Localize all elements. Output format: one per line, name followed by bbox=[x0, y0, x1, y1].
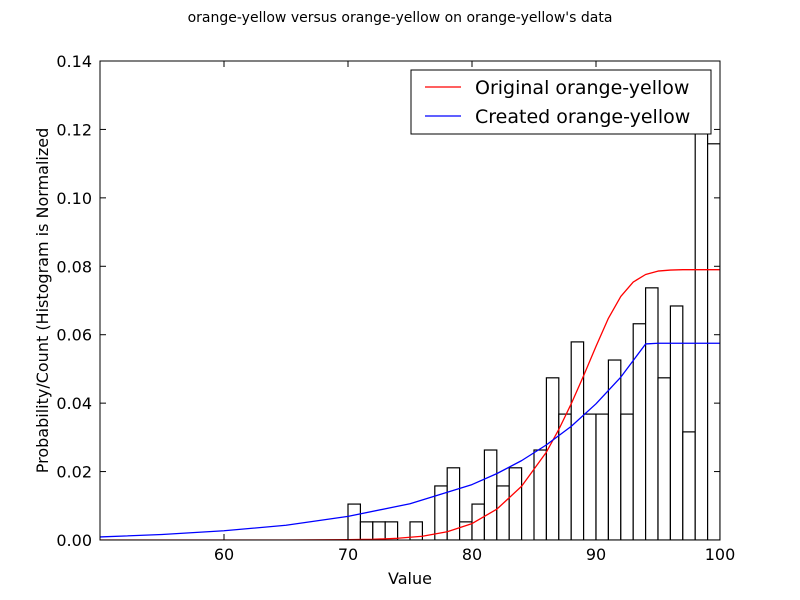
y-tick-label: 0.10 bbox=[56, 189, 92, 208]
legend-label-original: Original orange-yellow bbox=[475, 77, 689, 99]
y-axis-ticks: 0.00 0.02 0.04 0.06 0.08 0.10 0.12 0.14 bbox=[56, 52, 720, 550]
histogram-bar bbox=[607, 359, 622, 540]
histogram-bar bbox=[347, 503, 361, 540]
y-tick-label: 0.14 bbox=[56, 52, 92, 71]
histogram-bar bbox=[359, 521, 374, 540]
histogram-bar bbox=[694, 125, 709, 540]
histogram-bar bbox=[545, 377, 560, 540]
histogram-bar bbox=[570, 341, 585, 540]
y-tick-label: 0.08 bbox=[56, 257, 92, 276]
histogram-bars bbox=[347, 125, 720, 540]
histogram-bar bbox=[582, 413, 597, 540]
histogram-bar bbox=[372, 521, 386, 540]
histogram-bar bbox=[657, 377, 671, 540]
histogram-bar bbox=[409, 521, 423, 540]
histogram-bar bbox=[595, 413, 609, 540]
legend-label-created: Created orange-yellow bbox=[475, 106, 690, 128]
y-axis-label: Probability/Count (Histogram is Normaliz… bbox=[33, 128, 52, 474]
histogram-bar bbox=[620, 413, 634, 540]
x-tick-label: 70 bbox=[338, 545, 358, 564]
histogram-bar bbox=[706, 143, 720, 540]
x-axis-label: Value bbox=[388, 569, 432, 588]
x-tick-label: 60 bbox=[214, 545, 234, 564]
created-series-line bbox=[100, 342, 720, 538]
histogram-bar bbox=[632, 323, 647, 540]
y-tick-label: 0.06 bbox=[56, 326, 92, 345]
histogram-bar bbox=[644, 287, 659, 540]
x-tick-label: 90 bbox=[586, 545, 606, 564]
histogram-bar bbox=[533, 449, 547, 540]
histogram-bar bbox=[508, 467, 523, 540]
legend: Original orange-yellow Created orange-yel… bbox=[410, 69, 712, 135]
x-axis-ticks: 60 70 80 90 100 bbox=[214, 61, 735, 564]
histogram-bar bbox=[682, 431, 696, 540]
chart-title: orange-yellow versus orange-yellow on or… bbox=[187, 10, 613, 26]
legend-box bbox=[410, 69, 712, 135]
y-tick-label: 0.04 bbox=[56, 394, 92, 413]
histogram-bar bbox=[384, 521, 399, 540]
y-tick-label: 0.02 bbox=[56, 463, 92, 482]
x-tick-label: 80 bbox=[462, 545, 482, 564]
histogram-bar bbox=[446, 467, 461, 540]
y-tick-label: 0.12 bbox=[56, 120, 92, 139]
x-tick-label: 100 bbox=[705, 545, 736, 564]
histogram-bar bbox=[669, 305, 684, 540]
histogram-bar bbox=[483, 449, 498, 540]
y-tick-label: 0.00 bbox=[56, 531, 92, 550]
histogram-bar bbox=[558, 413, 572, 540]
plot-area-frame bbox=[99, 60, 721, 541]
histogram-bar bbox=[496, 485, 510, 540]
